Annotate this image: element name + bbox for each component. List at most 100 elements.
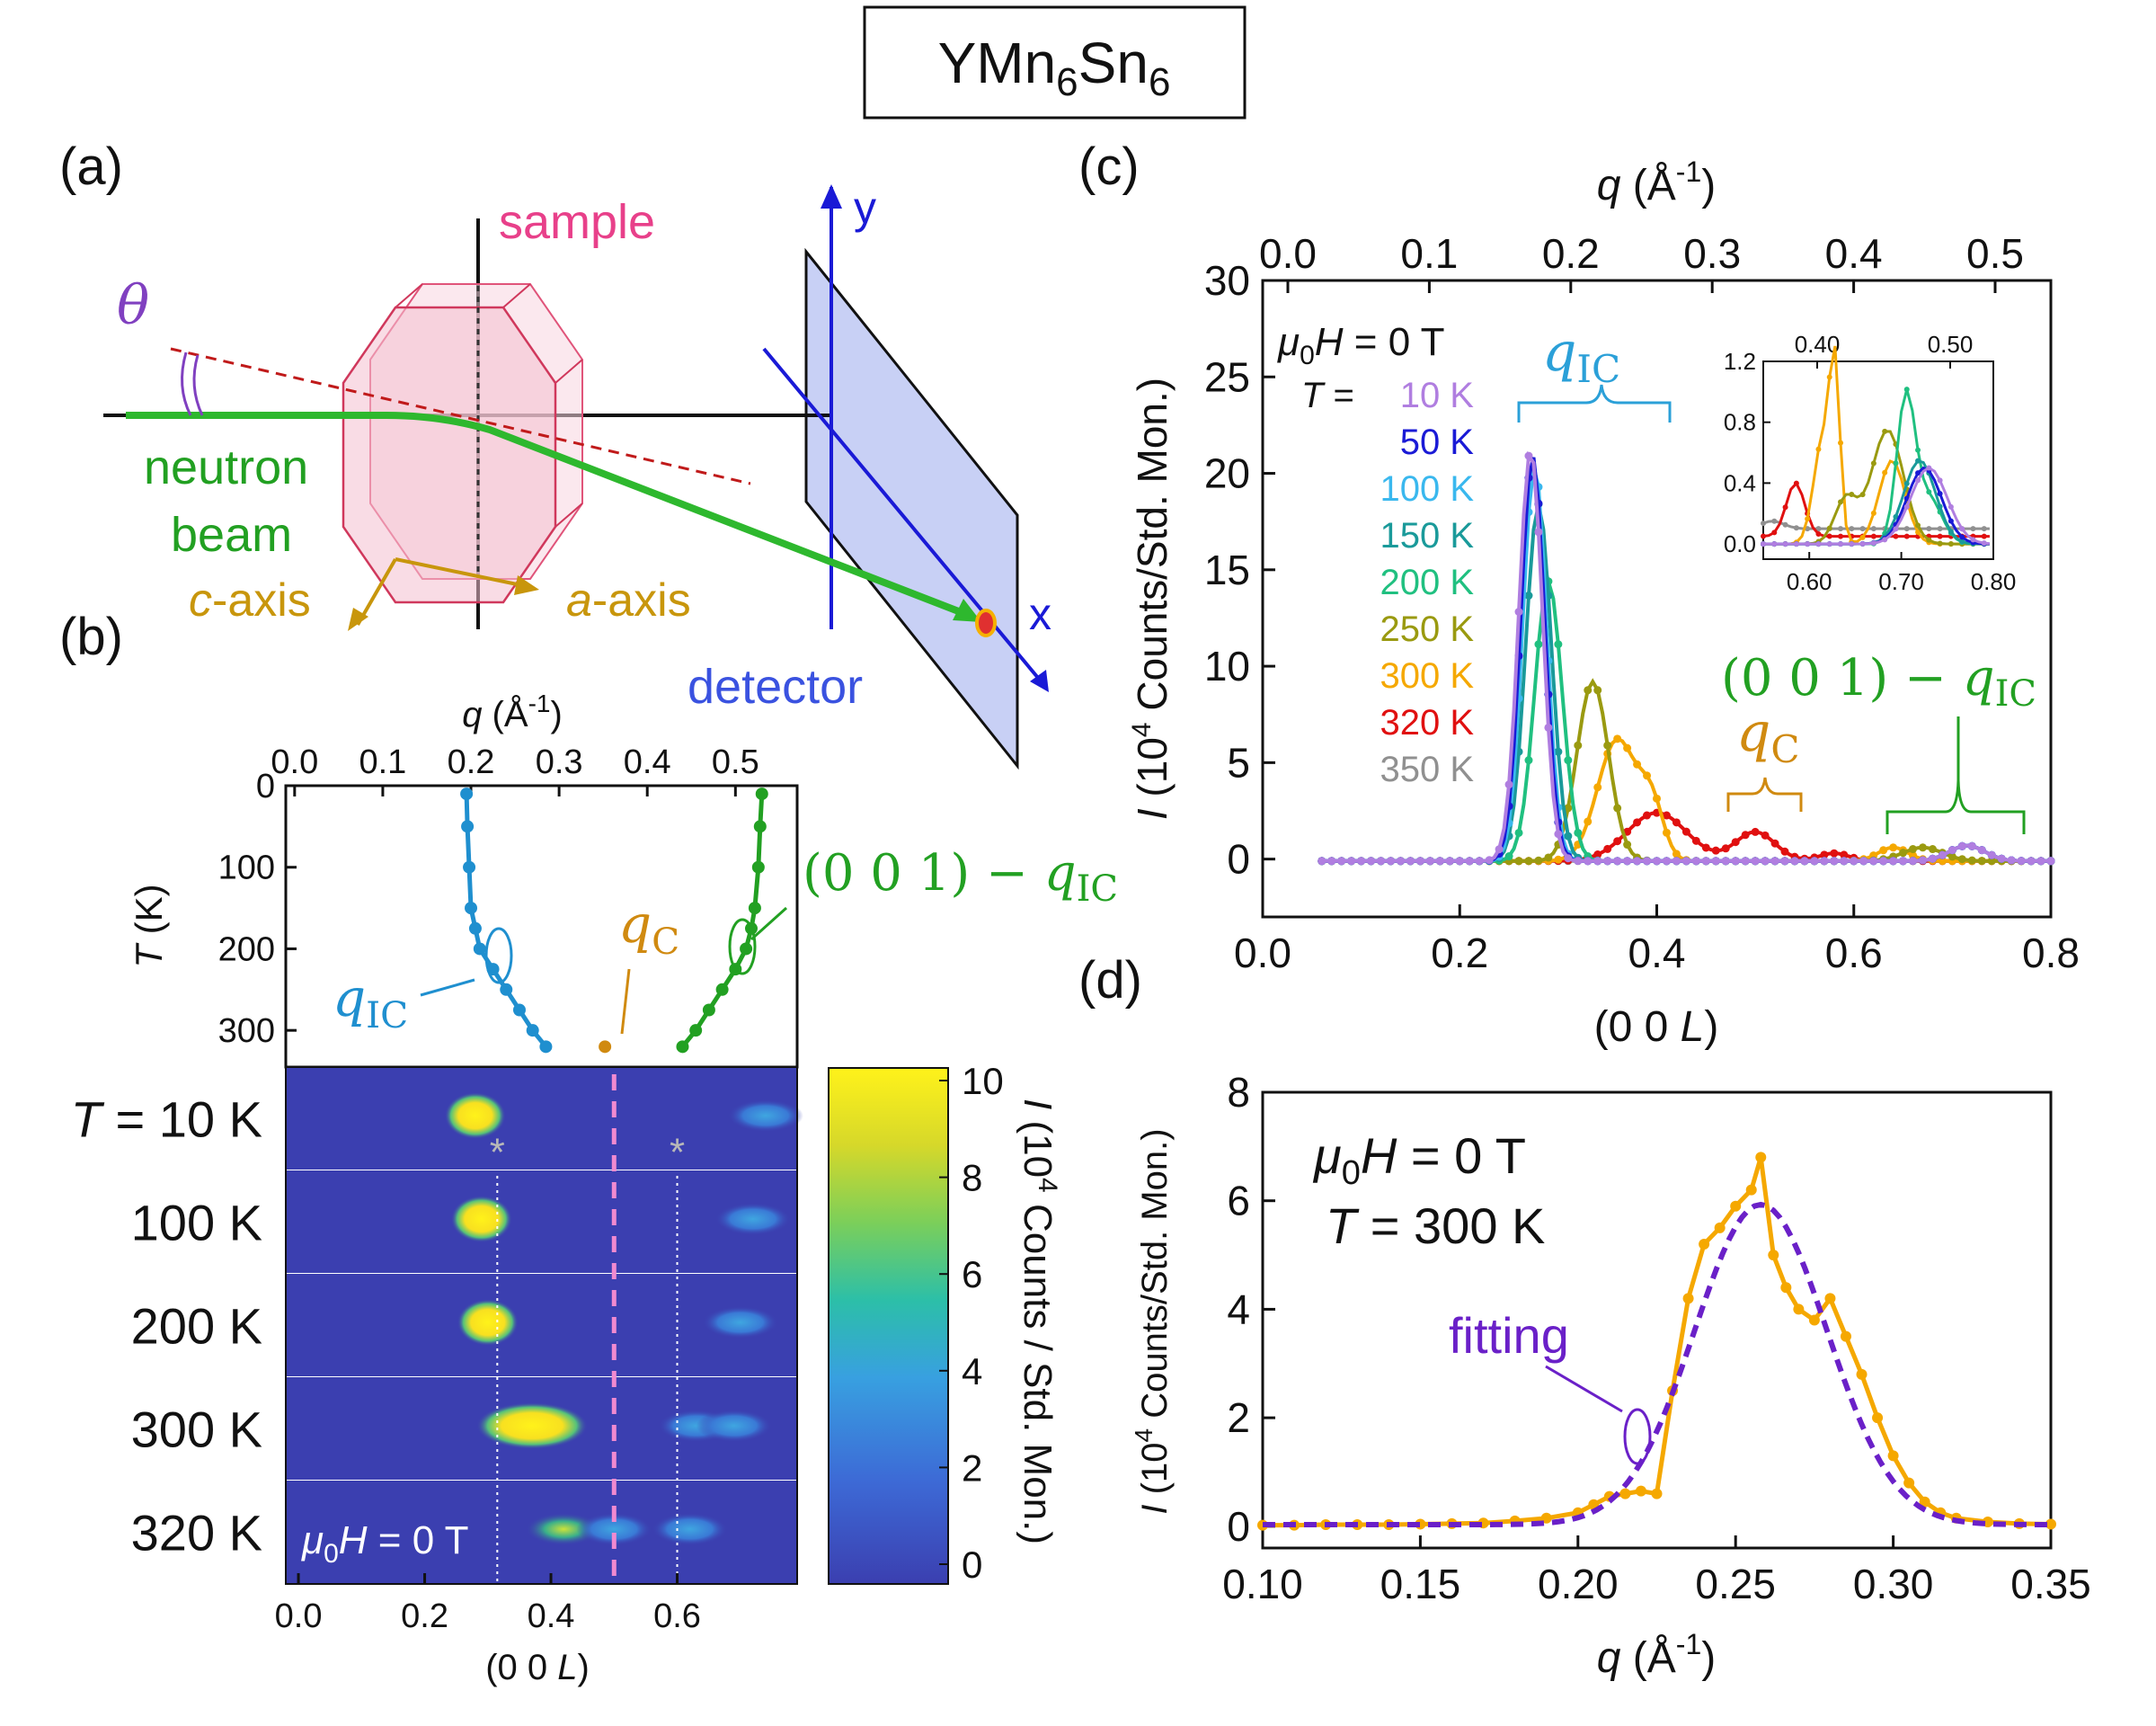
a-axis-label: a-axis <box>566 574 691 627</box>
inset-point <box>1870 460 1877 467</box>
x-tick-label: 0.15 <box>1380 1561 1461 1607</box>
inset-point <box>1838 541 1844 547</box>
detector-spot <box>975 609 997 637</box>
sample-edge <box>555 359 583 384</box>
data-point <box>1635 1485 1646 1497</box>
inset-point <box>1882 469 1888 476</box>
data-point <box>1699 1239 1710 1250</box>
inset-point <box>1838 440 1844 446</box>
field-label: μ0H = 0 T <box>301 1518 469 1569</box>
y-axis-title: I (104 Counts/Std. Mon.) <box>1127 378 1176 820</box>
inset-point <box>1870 526 1877 532</box>
data-point <box>1603 741 1612 750</box>
data-point <box>1889 843 1898 852</box>
inset-top-tick-label: 0.40 <box>1795 331 1841 358</box>
legend-entry: 250 K <box>1380 609 1474 649</box>
data-point <box>1731 838 1740 847</box>
data-point <box>1662 828 1671 837</box>
data-point <box>539 1040 553 1054</box>
x-top-tick-label: 0.2 <box>1542 230 1600 277</box>
series-line <box>680 793 765 1048</box>
inset-y-tick-label: 0.0 <box>1724 530 1756 557</box>
inset-point <box>1805 516 1811 522</box>
row-label: 100 K <box>131 1195 262 1251</box>
data-point <box>1514 608 1523 617</box>
row-label: 320 K <box>131 1505 262 1561</box>
inset-point <box>1937 503 1943 510</box>
colorbar-label: I (104 Counts / Std. Mon.) <box>1016 1099 1062 1544</box>
data-point <box>740 942 753 956</box>
heatmap-row <box>286 1170 797 1274</box>
data-point <box>1514 857 1523 866</box>
data-point <box>1977 857 1986 866</box>
inset-point <box>1937 477 1943 484</box>
data-point <box>1485 856 1494 865</box>
inset-point <box>1771 518 1778 524</box>
c-axis-label: c-axis <box>189 574 311 627</box>
x-tick-label: 0.10 <box>1222 1561 1303 1607</box>
y-tick-label: 100 <box>218 850 275 887</box>
qIC2-bracket <box>1885 716 2026 834</box>
beam-arrow-head <box>953 599 981 622</box>
intensity-spot <box>475 1402 588 1450</box>
x-axis-title: q (Å-1) <box>462 690 563 734</box>
data-point <box>512 1003 526 1017</box>
data-point <box>1623 857 1632 866</box>
data-point <box>1938 850 1947 859</box>
x-tick-label: 0.3 <box>536 743 583 781</box>
qIC-annotation: qIC <box>333 967 408 1036</box>
lattice-plane-line <box>170 347 751 485</box>
annotation-pointer <box>750 906 788 941</box>
inset-point <box>1838 499 1844 505</box>
colorbar-tick-label: 2 <box>962 1446 982 1489</box>
qC-bracket <box>1726 777 1803 812</box>
inset-point <box>1782 541 1788 547</box>
data-point <box>2045 1518 2056 1530</box>
sample-edge <box>395 283 423 308</box>
qC-annotation: qC <box>1736 701 1800 771</box>
data-point <box>1554 855 1563 864</box>
x-tick-label: 0.5 <box>712 743 759 781</box>
data-point <box>1564 854 1573 863</box>
data-point <box>1633 818 1642 827</box>
inset-y-tick-label: 1.2 <box>1724 348 1756 375</box>
data-point <box>1613 857 1622 866</box>
x-tick-label: 0.0 <box>275 1597 323 1635</box>
inset-point <box>1937 491 1943 497</box>
data-point <box>1721 844 1730 853</box>
scattering-schematic: sample θ neutron beam c-axis a-axis dete… <box>103 182 1051 770</box>
data-point <box>1554 830 1563 839</box>
data-point <box>1899 857 1908 866</box>
qIC-bracket <box>1517 384 1672 423</box>
data-point <box>1840 1330 1851 1342</box>
data-point <box>1856 1368 1868 1380</box>
inset-point <box>1849 491 1855 497</box>
data-point <box>1514 828 1523 837</box>
data-point <box>1770 839 1779 848</box>
row-label: 200 K <box>131 1298 262 1355</box>
x-axis-title: q (Å-1) <box>1597 1628 1716 1682</box>
data-point <box>1824 1293 1836 1304</box>
data-point <box>1387 857 1396 866</box>
data-point <box>526 1024 539 1037</box>
panel-label-d: (d) <box>1078 951 1142 1010</box>
data-point <box>2007 856 2016 865</box>
y-arrow-head <box>821 184 842 209</box>
inset-point <box>1793 541 1799 547</box>
data-point <box>465 902 478 915</box>
x-arrow-head <box>1030 670 1049 692</box>
qIC2-annotation: (0 0 1) − qIC <box>803 844 1118 910</box>
inset-point <box>1771 541 1778 547</box>
plot-frame <box>285 1066 798 1585</box>
x-tick-label: 0.35 <box>2010 1561 2091 1607</box>
data-point <box>1691 836 1700 845</box>
inset-top-tick-label: 0.50 <box>1928 331 1974 358</box>
inset-point <box>1826 525 1832 531</box>
x-top-tick-label: 0.1 <box>1400 230 1458 277</box>
data-point <box>1524 592 1533 601</box>
data-point <box>500 983 513 996</box>
y-tick-label: 8 <box>1227 1069 1250 1116</box>
data-point <box>689 1024 703 1037</box>
data-point <box>1672 818 1681 827</box>
data-point <box>1780 1282 1792 1294</box>
